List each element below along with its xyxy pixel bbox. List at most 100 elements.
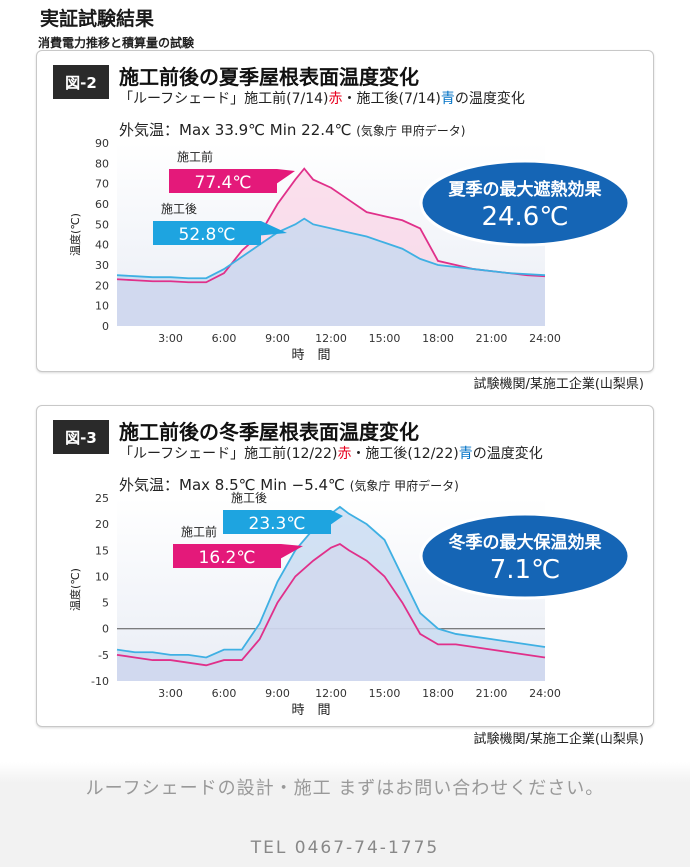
weather-main: 外気温：Max 33.9℃ Min 22.4℃ <box>119 121 352 139</box>
callout-label: 施工後 <box>231 491 267 505</box>
callout-value: 23.3℃ <box>249 514 306 534</box>
contact-cta: ルーフシェードの設計・施工 まずはお問い合わせください。 <box>85 778 605 799</box>
weather-main: 外気温：Max 8.5℃ Min −5.4℃ <box>119 476 345 494</box>
outside-temperature: 外気温：Max 33.9℃ Min 22.4℃ (気象庁 甲府データ) <box>119 119 465 140</box>
x-tick-label: 12:00 <box>315 687 347 700</box>
y-tick-label: 0 <box>102 623 109 636</box>
callout-before: 施工前 16.2℃ <box>173 524 303 568</box>
effect-ellipse <box>419 512 631 600</box>
test-credit: 試験機関/某施工企業(山梨県) <box>473 377 644 392</box>
figure-3-panel: -10 -5 0 5 10 15 20 25 3:00 6:00 9:00 12:00 15:00 18:… <box>36 405 654 727</box>
y-axis-label: 温度(℃) <box>68 568 82 611</box>
figure-subtitle: 「ルーフシェード」施工前(7/14)赤・施工後(7/14)青の温度変化 <box>119 88 525 108</box>
x-tick-label: 6:00 <box>212 687 237 700</box>
callout-box <box>173 544 303 568</box>
weather-note: (気象庁 甲府データ) <box>349 479 459 493</box>
callout-before: 施工前 77.4℃ <box>169 149 295 193</box>
figure-title: 施工前後の夏季屋根表面温度変化 <box>119 65 419 89</box>
y-tick-label: 0 <box>102 320 109 333</box>
callout-after: 施工後 52.8℃ <box>153 202 287 245</box>
callout-label: 施工前 <box>181 524 217 539</box>
subtitle-red: 赤 <box>328 91 343 107</box>
subtitle-post: の温度変化 <box>472 446 543 462</box>
figure-tag: 図-2 <box>53 65 109 99</box>
figure-tag: 図-3 <box>53 420 109 454</box>
effect-label: 冬季の最大保温効果 <box>449 532 602 553</box>
figure-2-panel: 0 10 20 30 40 50 60 70 80 90 3:00 6:00 9:00 12:00 15:0… <box>36 50 654 372</box>
y-tick-label: 90 <box>95 137 109 150</box>
callout-value: 16.2℃ <box>199 548 256 568</box>
subtitle-pre: 「ルーフシェード」施工前(12/22) <box>119 446 338 462</box>
x-tick-label: 24:00 <box>529 332 561 345</box>
x-tick-label: 18:00 <box>422 687 454 700</box>
x-tick-label: 21:00 <box>476 687 508 700</box>
effect-ellipse <box>419 159 631 247</box>
y-tick-label: 70 <box>95 178 109 191</box>
callout-box <box>223 510 343 534</box>
page-title: 実証試験結果 <box>40 8 155 30</box>
subtitle-post: の温度変化 <box>454 91 525 107</box>
series-line-before <box>116 542 546 667</box>
series-area-after <box>117 218 545 326</box>
subtitle-red: 赤 <box>337 446 352 462</box>
subtitle-blue: 青 <box>458 446 473 462</box>
y-tick-label: 60 <box>95 198 109 211</box>
y-tick-label: 5 <box>102 597 109 610</box>
test-credit: 試験機関/某施工企業(山梨県) <box>473 732 644 747</box>
x-tick-label: 18:00 <box>422 332 454 345</box>
subtitle-blue: 青 <box>440 91 455 107</box>
x-tick-label: 3:00 <box>158 687 183 700</box>
y-tick-label: 20 <box>95 279 109 292</box>
callout-label: 施工後 <box>161 202 197 216</box>
effect-value: 7.1℃ <box>490 555 561 585</box>
x-tick-label: 12:00 <box>315 332 347 345</box>
callout-value: 52.8℃ <box>179 225 236 245</box>
y-tick-label: 10 <box>95 570 109 583</box>
y-tick-label: 15 <box>95 544 109 557</box>
x-tick-label: 3:00 <box>158 332 183 345</box>
x-tick-label: 6:00 <box>212 332 237 345</box>
y-tick-label: 30 <box>95 259 109 272</box>
y-tick-label: 25 <box>95 492 109 505</box>
x-axis-label: 時 間 <box>291 348 330 363</box>
y-tick-label: -10 <box>91 675 109 688</box>
footer-band <box>0 762 690 867</box>
subtitle-mid: ・施工後(12/22) <box>351 446 459 462</box>
y-tick-label: 40 <box>95 239 109 252</box>
x-tick-label: 15:00 <box>369 687 401 700</box>
y-tick-label: -5 <box>98 649 109 662</box>
x-tick-label: 9:00 <box>265 687 290 700</box>
callout-label: 施工前 <box>177 149 213 164</box>
effect-label: 夏季の最大遮熱効果 <box>449 179 602 200</box>
y-tick-label: 50 <box>95 218 109 231</box>
callout-value: 77.4℃ <box>195 173 252 193</box>
x-tick-label: 24:00 <box>529 687 561 700</box>
callout-box <box>153 221 287 245</box>
outside-temperature: 外気温：Max 8.5℃ Min −5.4℃ (気象庁 甲府データ) <box>119 474 459 495</box>
effect-value: 24.6℃ <box>481 202 568 232</box>
series-area-after <box>117 506 545 681</box>
phone-number[interactable]: TEL 0467-74-1775 <box>250 838 440 858</box>
page-subtitle: 消費電力推移と積算量の試験 <box>38 36 195 50</box>
callout-box <box>169 169 295 193</box>
callout-after: 施工後 23.3℃ <box>223 491 343 534</box>
summer-chart: 0 10 20 30 40 50 60 70 80 90 3:00 6:00 9:00 12:00 15:0… <box>68 137 631 363</box>
y-tick-label: 80 <box>95 157 109 170</box>
subtitle-pre: 「ルーフシェード」施工前(7/14) <box>119 91 329 107</box>
y-axis-label: 温度(℃) <box>68 213 82 256</box>
winter-chart: -10 -5 0 5 10 15 20 25 3:00 6:00 9:00 12:00 15:00 18:… <box>68 491 631 718</box>
x-tick-label: 9:00 <box>265 332 290 345</box>
figure-subtitle: 「ルーフシェード」施工前(12/22)赤・施工後(12/22)青の温度変化 <box>119 443 543 463</box>
x-tick-label: 15:00 <box>369 332 401 345</box>
x-tick-label: 21:00 <box>476 332 508 345</box>
series-line-after <box>116 505 546 659</box>
figure-title: 施工前後の冬季屋根表面温度変化 <box>119 420 419 444</box>
y-tick-label: 10 <box>95 300 109 313</box>
series-line-after <box>116 217 546 280</box>
x-axis-label: 時 間 <box>291 703 330 718</box>
weather-note: (気象庁 甲府データ) <box>356 124 466 138</box>
y-tick-label: 20 <box>95 518 109 531</box>
subtitle-mid: ・施工後(7/14) <box>342 91 441 107</box>
